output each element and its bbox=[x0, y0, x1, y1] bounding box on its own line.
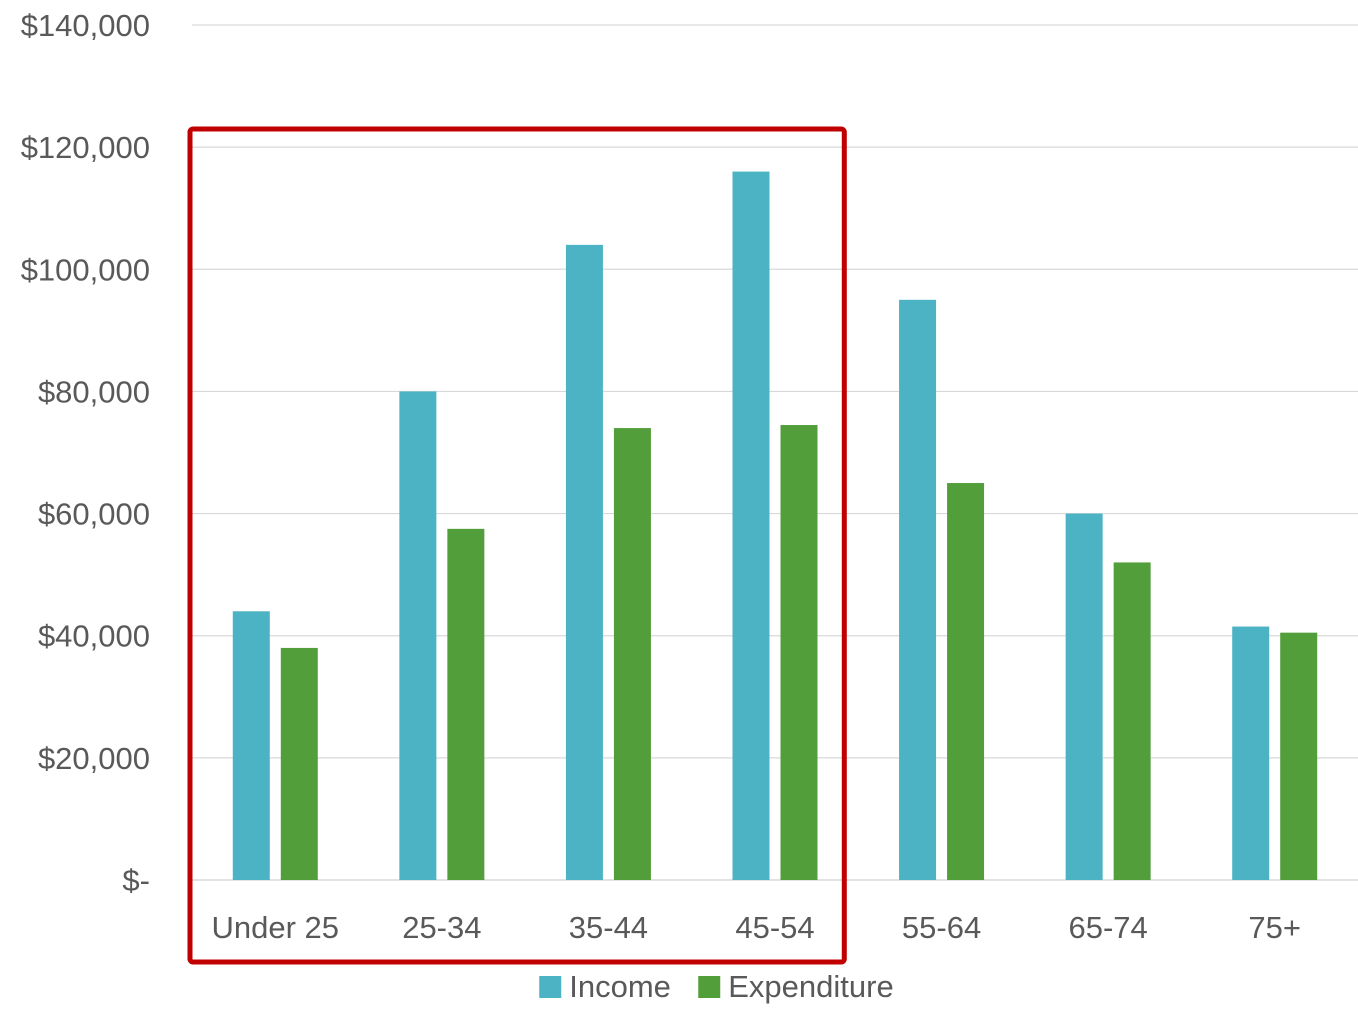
bars bbox=[232, 171, 1318, 881]
x-tick-label: 65-74 bbox=[1068, 910, 1147, 945]
bar-income bbox=[565, 244, 603, 880]
y-tick-label: $- bbox=[122, 863, 150, 898]
highlight-box-group bbox=[187, 126, 847, 965]
bar-expenditure bbox=[1113, 562, 1151, 880]
bar-income bbox=[232, 611, 270, 880]
bar-expenditure bbox=[780, 425, 818, 880]
bar-income bbox=[1232, 626, 1270, 880]
x-tick-label: Under 25 bbox=[212, 910, 340, 945]
bar-expenditure bbox=[613, 428, 651, 880]
y-tick-label: $140,000 bbox=[21, 8, 150, 43]
bar-income bbox=[399, 391, 437, 880]
bar-expenditure bbox=[947, 483, 985, 880]
y-tick-label: $40,000 bbox=[38, 619, 150, 654]
x-axis: Under 25 25-34 35-44 45-54 55-64 65-74 75+ bbox=[212, 910, 1301, 945]
legend-label-expenditure: Expenditure bbox=[728, 969, 893, 1004]
y-tick-label: $120,000 bbox=[21, 130, 150, 165]
x-tick-label: 75+ bbox=[1248, 910, 1301, 945]
bar-income bbox=[899, 299, 937, 881]
legend-label-income: Income bbox=[569, 969, 671, 1004]
highlight-box bbox=[187, 126, 847, 965]
y-tick-label: $20,000 bbox=[38, 741, 150, 776]
bar-expenditure bbox=[447, 528, 485, 880]
bar-income bbox=[732, 171, 770, 881]
y-tick-label: $100,000 bbox=[21, 252, 150, 287]
x-tick-label: 35-44 bbox=[569, 910, 648, 945]
legend-swatch-income bbox=[539, 976, 562, 998]
x-tick-label: 25-34 bbox=[402, 910, 481, 945]
x-tick-label: 45-54 bbox=[735, 910, 814, 945]
gridlines bbox=[192, 24, 1358, 881]
bar-expenditure bbox=[1280, 632, 1318, 880]
y-axis: $- $20,000 $40,000 $60,000 $80,000 $100,000 $1… bbox=[21, 8, 150, 898]
legend: Income Expenditure bbox=[539, 969, 894, 1004]
y-tick-label: $80,000 bbox=[38, 374, 150, 409]
x-tick-label: 55-64 bbox=[902, 910, 981, 945]
y-tick-label: $60,000 bbox=[38, 497, 150, 532]
legend-swatch-expenditure bbox=[698, 976, 721, 998]
bar-income bbox=[1065, 513, 1103, 880]
bar-expenditure bbox=[280, 647, 318, 880]
